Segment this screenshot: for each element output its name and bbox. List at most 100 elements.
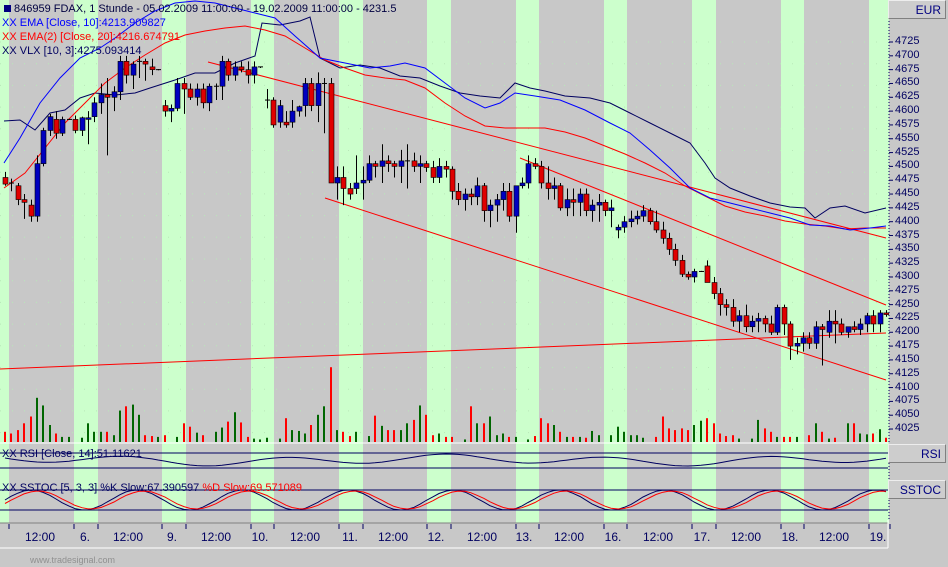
candle	[519, 182, 526, 187]
x-axis-label: 10.	[251, 530, 269, 544]
candle	[289, 110, 296, 123]
candle	[851, 326, 858, 330]
volume-bar	[559, 431, 561, 442]
legend-ema20[interactable]: XX EMA(2) [Close, 20]:4216.674791	[2, 31, 180, 43]
y-axis-label: 4275	[895, 283, 920, 296]
volume-bar	[100, 431, 102, 442]
volume-bar	[668, 428, 670, 442]
candle	[449, 168, 456, 192]
x-axis-label: 12:00	[377, 530, 409, 544]
volume-bar	[93, 431, 95, 442]
candle	[743, 315, 750, 328]
legend-sstoc-k: XX SSTOC [5, 3, 3] %K Slow:67.390597	[2, 482, 200, 494]
candle	[787, 323, 794, 347]
volume-bar	[815, 423, 817, 442]
candle	[302, 83, 309, 106]
candle	[762, 318, 769, 325]
volume-bar	[789, 436, 791, 442]
candle	[123, 61, 130, 76]
volume-bar	[240, 422, 242, 442]
candle	[308, 83, 315, 106]
volume-bar	[476, 423, 478, 442]
y-axis-label: 4175	[895, 339, 920, 352]
volume-bar	[247, 436, 249, 442]
y-axis-label: 4575	[895, 117, 920, 130]
candle	[117, 61, 124, 93]
volume-bar	[176, 436, 178, 442]
candle	[781, 307, 788, 325]
volume-bar	[553, 425, 555, 442]
candle	[468, 193, 475, 198]
volume-bar	[368, 436, 370, 442]
candle	[602, 202, 609, 211]
legend-ema10[interactable]: XX EMA [Close, 10]:4213.909827	[2, 17, 166, 29]
x-axis-label: 11.	[342, 530, 358, 544]
volume-bar	[547, 423, 549, 442]
volume-bar	[381, 425, 383, 442]
session-band	[162, 0, 186, 523]
candle	[723, 304, 730, 308]
sstoc-k-line	[4, 489, 887, 511]
volume-bar	[725, 436, 727, 442]
volume-bar	[406, 423, 408, 442]
volume-bar	[508, 436, 510, 442]
y-axis-label: 4450	[895, 187, 920, 200]
volume-bar	[534, 436, 536, 442]
vlx-line	[3, 16, 887, 219]
candle	[494, 199, 501, 206]
legend-rsi[interactable]: XX RSI [Close, 14]:51.11621	[2, 448, 142, 460]
volume-bar	[374, 415, 376, 442]
session-band	[781, 0, 804, 523]
candle	[755, 318, 762, 322]
volume-bar	[330, 367, 332, 442]
volume-bar	[764, 428, 766, 442]
legend-sstoc[interactable]: XX SSTOC [5, 3, 3] %K Slow:67.390597 %D …	[2, 482, 302, 495]
volume-bar	[4, 431, 6, 442]
volume-bar	[445, 436, 447, 442]
volume-bar	[291, 430, 293, 442]
candle	[98, 94, 105, 104]
volume-bar	[355, 431, 357, 442]
volume-bar	[189, 426, 191, 442]
legend-vlx[interactable]: XX VLX [10, 3]:4275.093414	[2, 45, 142, 57]
volume-bar	[164, 435, 166, 442]
y-axis-label: 4050	[895, 408, 920, 421]
chart-title: 846959 FDAX, 1 Stunde - 05.02.2009 11:00…	[2, 3, 396, 16]
y-axis-label: 4500	[895, 159, 920, 172]
y-axis-label: 4225	[895, 311, 920, 324]
y-axis-label: 4725	[895, 35, 920, 47]
candle	[251, 66, 258, 76]
volume-bar	[693, 425, 695, 442]
volume-bar	[796, 436, 798, 442]
candle	[794, 343, 801, 347]
candle	[334, 177, 341, 184]
sstoc-d-line	[4, 490, 887, 510]
volume-bar	[655, 436, 657, 442]
volume-bar	[719, 433, 721, 442]
candle	[557, 185, 564, 209]
volume-bar	[636, 435, 638, 442]
volume-bar	[259, 439, 261, 442]
candle	[513, 185, 520, 217]
volume-bar	[591, 430, 593, 442]
volume-bar	[81, 437, 83, 442]
candle	[615, 226, 622, 231]
legend-sstoc-d: %D Slow:69.571089	[202, 482, 303, 494]
volume-bar	[630, 435, 632, 442]
candle	[225, 61, 232, 76]
volume-bar	[55, 433, 57, 442]
candle	[232, 66, 239, 76]
candle	[168, 108, 175, 112]
y-axis-label: 4550	[895, 131, 920, 144]
candle	[628, 218, 635, 222]
y-axis-label: 4675	[895, 62, 920, 75]
candle	[545, 182, 552, 189]
volume-bar	[144, 435, 146, 442]
volume-bar	[700, 420, 702, 442]
volume-bar	[776, 436, 778, 442]
volume-bar	[125, 406, 127, 442]
candle	[194, 88, 201, 98]
volume-bar	[202, 435, 204, 442]
session-band	[74, 0, 98, 523]
volume-bar	[617, 426, 619, 442]
